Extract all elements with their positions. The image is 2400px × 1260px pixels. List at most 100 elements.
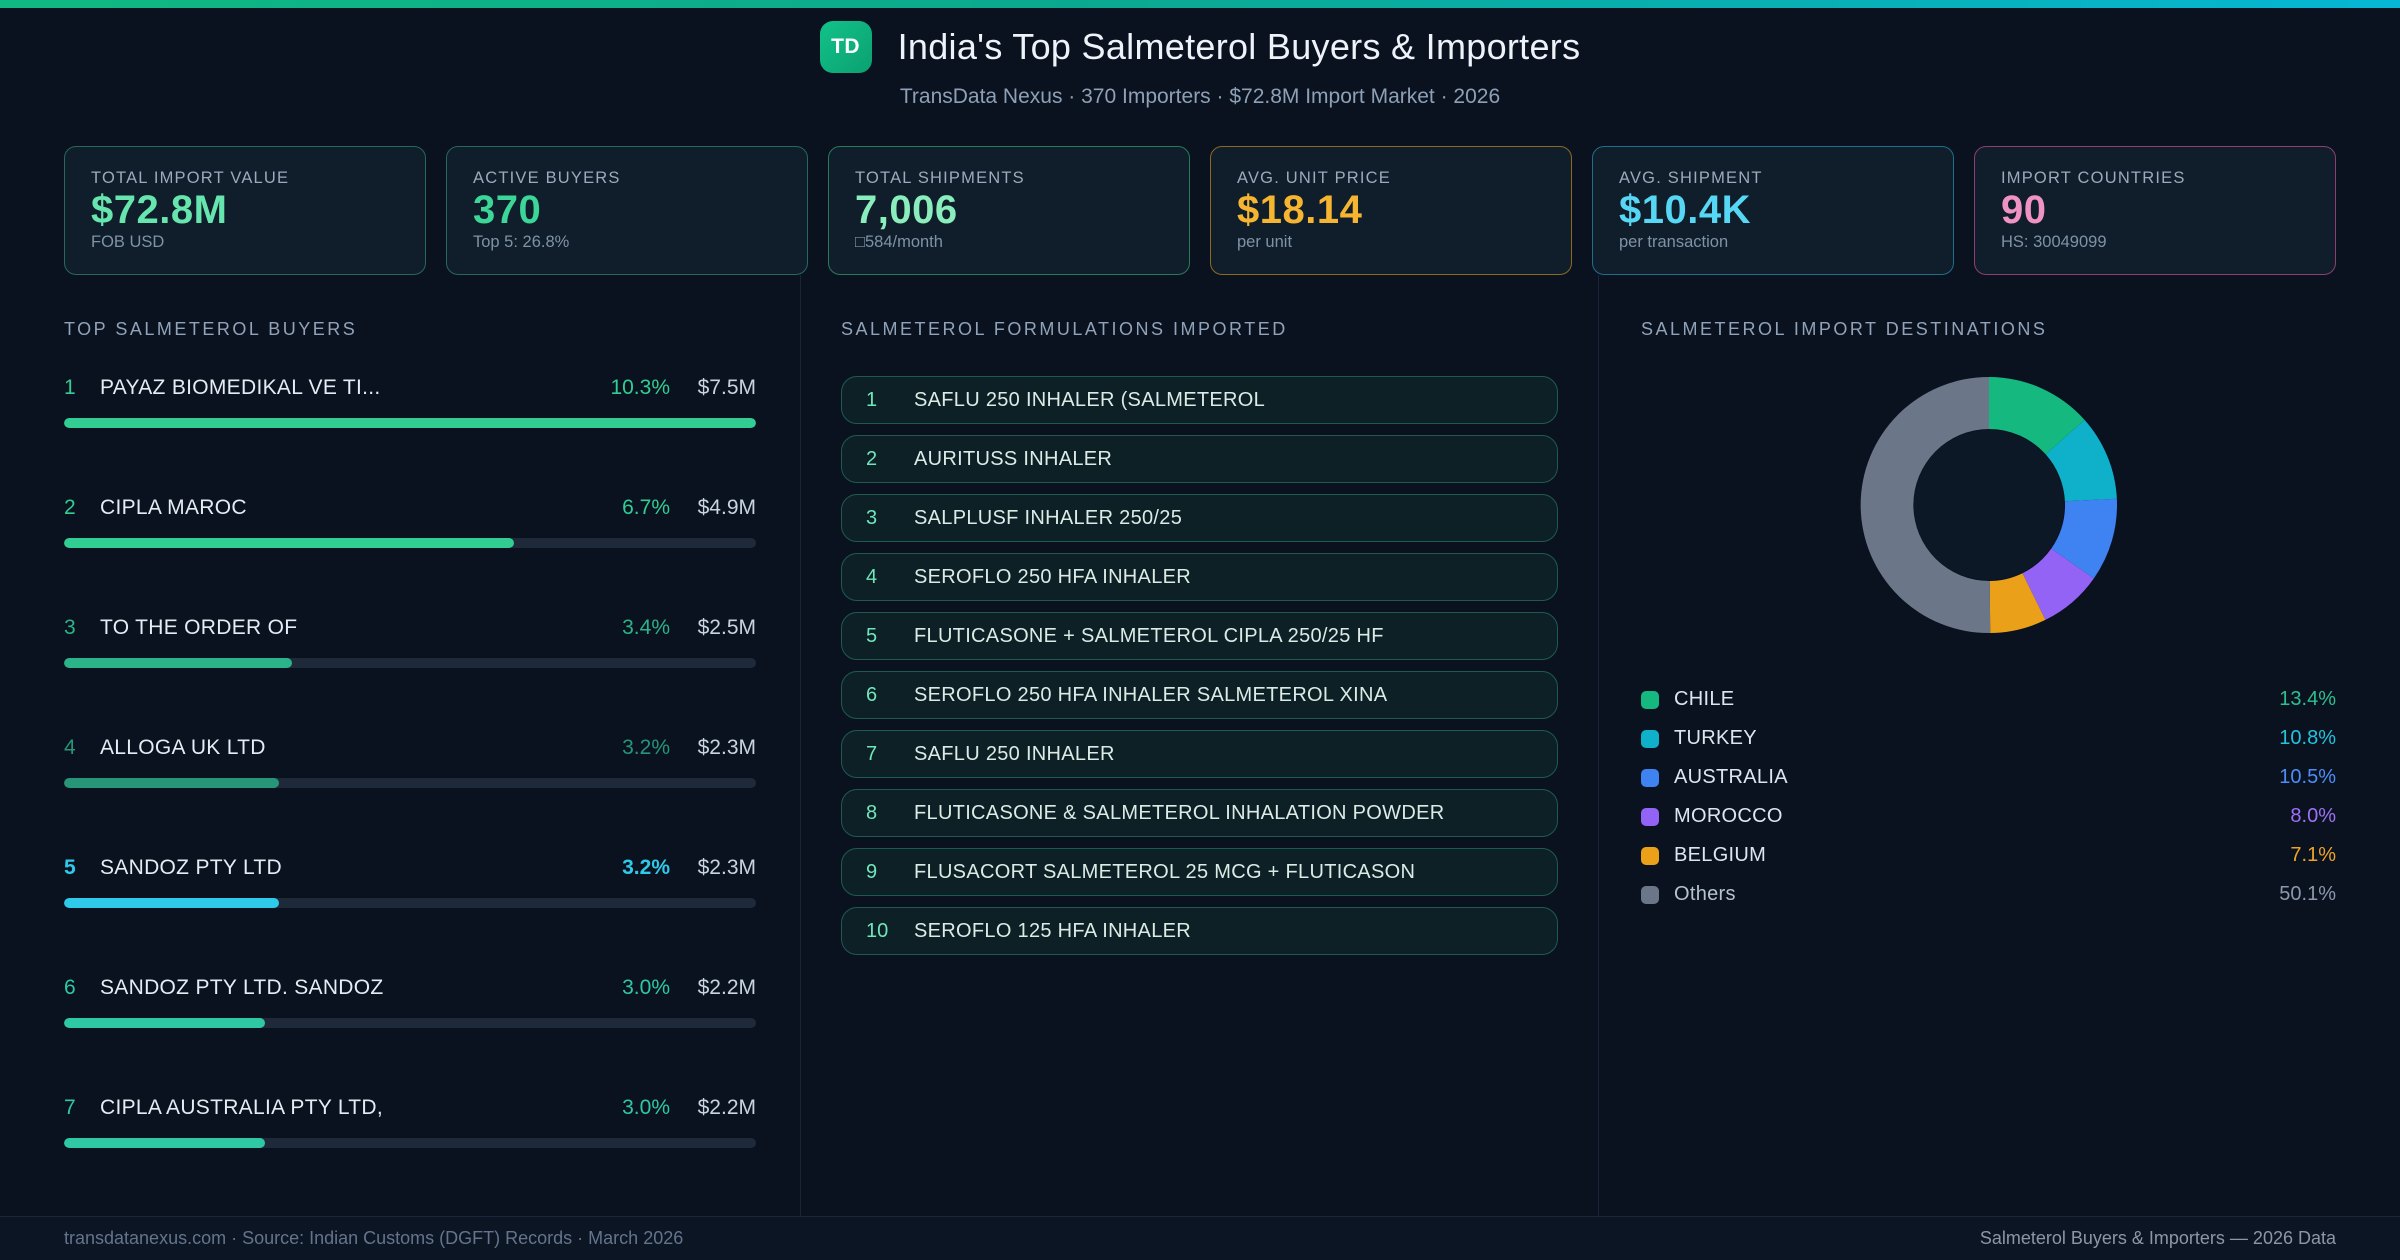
formulation-rank: 4 (866, 565, 878, 588)
formulation-item: 8 FLUTICASONE & SALMETEROL INHALATION POW… (841, 789, 1558, 838)
buyer-rank: 3 (64, 616, 76, 640)
buyer-name: TO THE ORDER OF (100, 616, 298, 640)
stat-card-6: IMPORT COUNTRIES 90 HS: 30049099 (1974, 146, 2336, 276)
buyer-bar-track (64, 1138, 756, 1149)
formulation-rank: 10 (866, 919, 889, 942)
formulation-item: 1 SAFLU 250 INHALER (SALMETEROL (841, 376, 1558, 425)
buyer-share-percent: 3.2% (622, 736, 670, 760)
legend-country-label: MOROCCO (1674, 805, 1783, 828)
stats-row: TOTAL IMPORT VALUE $72.8M FOB USD ACTIVE BU… (0, 122, 2400, 276)
formulation-rank: 6 (866, 683, 878, 706)
formulation-rank: 8 (866, 801, 878, 824)
formulation-name: SEROFLO 250 HFA INHALER SALMETEROL XINA (914, 683, 1388, 706)
formulations-list: 1 SAFLU 250 INHALER (SALMETEROL 2 AURITUSS … (841, 376, 1558, 956)
formulation-item: 9 FLUSACORT SALMETEROL 25 MCG + FLUTICASO… (841, 848, 1558, 897)
legend-country-label: TURKEY (1674, 727, 1757, 750)
legend-percent-value: 10.8% (2279, 727, 2336, 750)
formulation-item: 5 FLUTICASONE + SALMETEROL CIPLA 250/25 H… (841, 612, 1558, 661)
buyer-name: SANDOZ PTY LTD. SANDOZ (100, 976, 384, 1000)
buyer-bar-fill (64, 898, 280, 909)
stat-card-sub: per transaction (1619, 233, 1729, 252)
buyer-rank: 2 (64, 496, 76, 520)
stat-card-value: 7,006 (855, 188, 958, 233)
buyer-bar-track (64, 418, 756, 429)
buyer-bar-fill (64, 658, 293, 669)
formulation-name: FLUTICASONE & SALMETEROL INHALATION POWD… (914, 801, 1445, 824)
destinations-section-title: SALMETEROL IMPORT DESTINATIONS (1641, 319, 2048, 340)
formulation-name: SAFLU 250 INHALER (SALMETEROL (914, 388, 1266, 411)
buyer-rank: 7 (64, 1096, 76, 1120)
stat-card-sub: HS: 30049099 (2001, 233, 2107, 252)
buyers-section-title: TOP SALMETEROL BUYERS (64, 319, 358, 340)
buyer-bar-fill (64, 418, 756, 429)
buyer-import-value: $7.5M (697, 376, 756, 400)
page-subtitle: TransData Nexus · 370 Importers · $72.8M… (899, 85, 1501, 109)
formulation-item: 4 SEROFLO 250 HFA INHALER (841, 553, 1558, 602)
buyer-import-value: $4.9M (697, 496, 756, 520)
donut-segment-belgium (1989, 573, 2045, 634)
formulation-rank: 1 (866, 388, 878, 411)
buyer-row: 7 CIPLA AUSTRALIA PTY LTD, 3.0% $2.2M (64, 1096, 756, 1149)
donut-svg (1860, 377, 2117, 634)
legend-item: Others 50.1% (1641, 875, 2336, 914)
buyer-row: 6 SANDOZ PTY LTD. SANDOZ 3.0% $2.2M (64, 976, 756, 1029)
buyer-bar-fill (64, 1138, 266, 1149)
donut-hole (1913, 430, 2064, 581)
buyer-rank: 5 (64, 856, 76, 880)
donut-legend: CHILE 13.4% TURKEY 10.8% AUSTRALIA 10.5% MOROC… (1641, 680, 2336, 914)
formulation-name: FLUTICASONE + SALMETEROL CIPLA 250/25 HF (914, 624, 1384, 647)
legend-swatch (1641, 807, 1659, 826)
buyer-bar-track (64, 658, 756, 669)
buyer-name: SANDOZ PTY LTD (100, 856, 282, 880)
stat-card-label: TOTAL IMPORT VALUE (91, 169, 290, 188)
donut-segment-australia (2050, 499, 2117, 579)
stat-card-sub: Top 5: 26.8% (473, 233, 570, 252)
page-header: TD India's Top Salmeterol Buyers & Impor… (0, 8, 2400, 122)
stat-card-label: AVG. SHIPMENT (1619, 169, 1763, 188)
formulations-column: SALMETEROL FORMULATIONS IMPORTED 1 SAFLU … (800, 275, 1598, 1217)
legend-swatch (1641, 846, 1659, 865)
transdata-logo: TD (819, 21, 872, 74)
formulation-name: SALPLUSF INHALER 250/25 (914, 506, 1183, 529)
buyer-name: ALLOGA UK LTD (100, 736, 266, 760)
buyer-import-value: $2.5M (697, 616, 756, 640)
buyer-bar-fill (64, 1018, 266, 1029)
legend-item: AUSTRALIA 10.5% (1641, 758, 2336, 797)
formulation-rank: 7 (866, 742, 878, 765)
stat-card-sub: □584/month (855, 233, 943, 252)
donut-segment-turkey (2045, 420, 2117, 502)
buyer-name: CIPLA MAROC (100, 496, 247, 520)
buyer-import-value: $2.2M (697, 976, 756, 1000)
stat-card-value: $10.4K (1619, 188, 1751, 233)
buyer-row: 1 PAYAZ BIOMEDIKAL VE TI... 10.3% $7.5M (64, 376, 756, 429)
donut-chart (1641, 376, 2336, 634)
footer-source-text: transdatanexus.com · Source: Indian Cust… (64, 1228, 684, 1249)
legend-item: CHILE 13.4% (1641, 680, 2336, 719)
formulation-rank: 3 (866, 506, 878, 529)
formulation-name: AURITUSS INHALER (914, 447, 1113, 470)
stat-card-label: AVG. UNIT PRICE (1237, 169, 1391, 188)
buyer-rank: 6 (64, 976, 76, 1000)
buyers-column: TOP SALMETEROL BUYERS 1 PAYAZ BIOMEDIKAL … (0, 275, 800, 1216)
legend-percent-value: 50.1% (2279, 883, 2336, 906)
stat-card-label: TOTAL SHIPMENTS (855, 169, 1025, 188)
stat-card-label: ACTIVE BUYERS (473, 169, 621, 188)
donut-segment-morocco (2021, 548, 2094, 621)
stat-card-sub: FOB USD (91, 233, 165, 252)
buyer-name: CIPLA AUSTRALIA PTY LTD, (100, 1096, 384, 1120)
buyer-row: 3 TO THE ORDER OF 3.4% $2.5M (64, 616, 756, 669)
buyer-bar-track (64, 538, 756, 549)
formulation-item: 6 SEROFLO 250 HFA INHALER SALMETEROL XINA (841, 671, 1558, 720)
buyers-list: 1 PAYAZ BIOMEDIKAL VE TI... 10.3% $7.5M 2 CIP… (64, 376, 756, 1149)
donut-segment-others (1860, 377, 1990, 634)
stat-card-4: AVG. UNIT PRICE $18.14 per unit (1210, 146, 1572, 276)
formulation-rank: 5 (866, 624, 878, 647)
stat-card-value: 90 (2001, 188, 2047, 233)
stat-card-3: TOTAL SHIPMENTS 7,006 □584/month (828, 146, 1190, 276)
formulation-name: SAFLU 250 INHALER (914, 742, 1115, 765)
buyer-share-percent: 3.0% (622, 1096, 670, 1120)
legend-country-label: AUSTRALIA (1674, 766, 1788, 789)
buyer-import-value: $2.3M (697, 736, 756, 760)
buyer-bar-track (64, 898, 756, 909)
formulation-name: FLUSACORT SALMETEROL 25 MCG + FLUTICASON (914, 860, 1416, 883)
